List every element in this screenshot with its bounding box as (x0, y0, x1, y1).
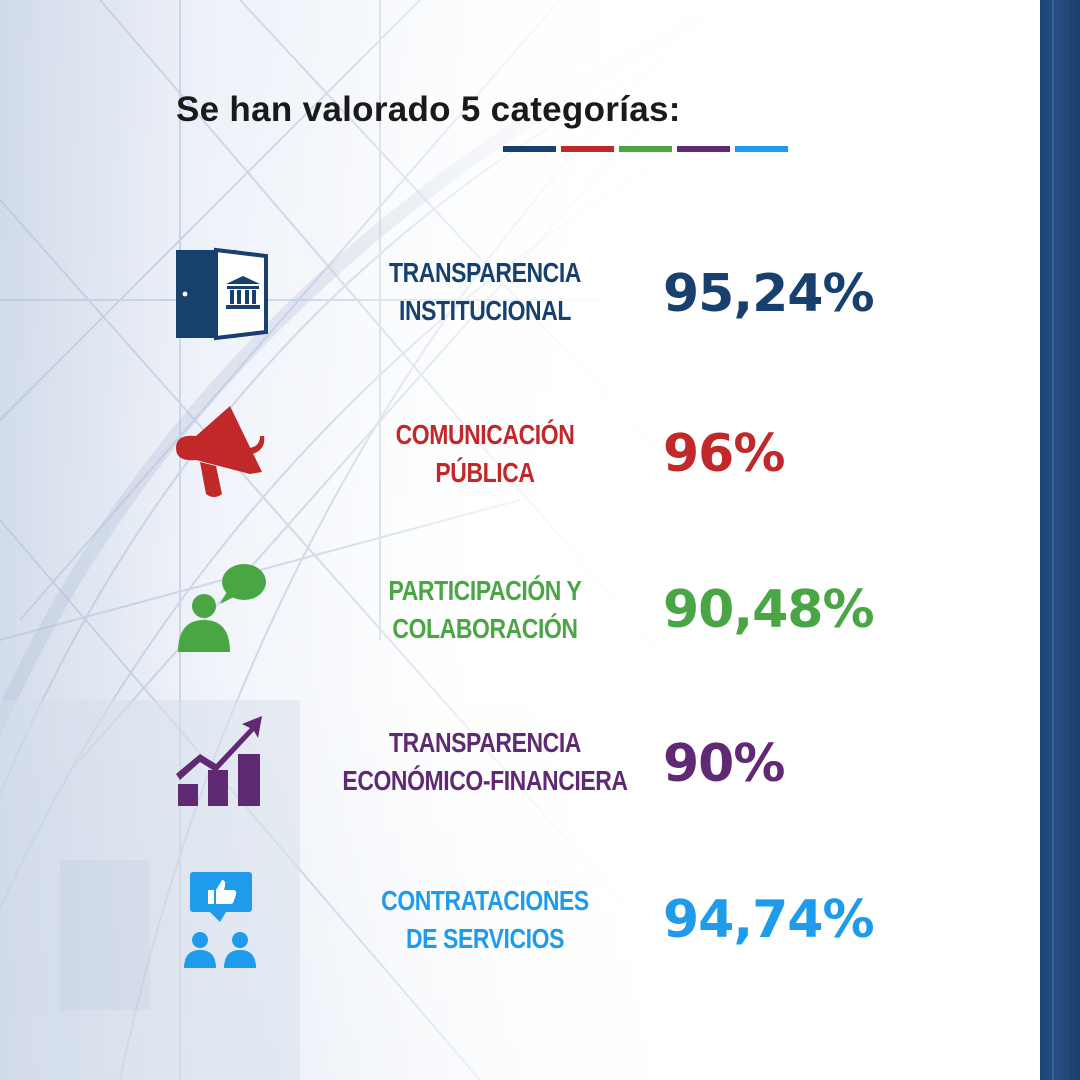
category-label-line1: TRANSPARENCIA (389, 257, 581, 288)
like-people-icon (184, 872, 256, 968)
door-bank-icon (176, 247, 268, 341)
category-label-line1: TRANSPARENCIA (389, 727, 581, 758)
person-speech-icon (178, 564, 266, 652)
category-percentage: 90% (663, 734, 785, 794)
category-label: COMUNICACIÓN PÚBLICA (342, 416, 629, 492)
category-label-line1: COMUNICACIÓN (395, 419, 575, 450)
category-label-line2: INSTITUCIONAL (399, 295, 571, 326)
category-label-line2: DE SERVICIOS (406, 923, 564, 954)
category-label: PARTICIPACIÓN Y COLABORACIÓN (342, 572, 629, 648)
color-bar-purple (677, 146, 730, 152)
color-bar-red (561, 146, 614, 152)
page-title: Se han valorado 5 categorías: (176, 90, 681, 129)
category-label-line2: COLABORACIÓN (392, 613, 578, 644)
color-bar-navy (503, 146, 556, 152)
category-label-line2: PÚBLICA (435, 457, 535, 488)
category-label: TRANSPARENCIA ECONÓMICO-FINANCIERA (342, 724, 629, 800)
color-bar-blue (735, 146, 788, 152)
category-percentage: 94,74% (663, 890, 875, 950)
category-percentage: 90,48% (663, 580, 875, 640)
color-bars (503, 146, 788, 152)
category-row-economico-financiera: TRANSPARENCIA ECONÓMICO-FINANCIERA 90% (0, 714, 1040, 824)
category-label: TRANSPARENCIA INSTITUCIONAL (342, 254, 629, 330)
category-label-line1: PARTICIPACIÓN Y (388, 575, 582, 606)
growth-chart-icon (176, 716, 262, 806)
category-label-line2: ECONÓMICO-FINANCIERA (342, 765, 628, 796)
right-edge-photo-strip (1040, 0, 1080, 1080)
white-fade-overlay (0, 0, 1040, 1080)
category-label-line1: CONTRATACIONES (381, 885, 589, 916)
category-percentage: 96% (663, 424, 785, 484)
color-bar-green (619, 146, 672, 152)
category-row-transparencia-institucional: TRANSPARENCIA INSTITUCIONAL 95,24% (0, 244, 1040, 354)
megaphone-icon (176, 406, 265, 497)
category-percentage: 95,24% (663, 264, 875, 324)
category-row-participacion: PARTICIPACIÓN Y COLABORACIÓN 90,48% (0, 560, 1040, 670)
category-row-comunicacion-publica: COMUNICACIÓN PÚBLICA 96% (0, 402, 1040, 512)
category-row-contrataciones: CONTRATACIONES DE SERVICIOS 94,74% (0, 870, 1040, 980)
category-label: CONTRATACIONES DE SERVICIOS (342, 882, 629, 958)
